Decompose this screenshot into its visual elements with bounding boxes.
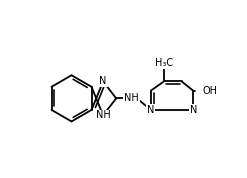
Text: NH: NH [96,110,110,120]
Text: OH: OH [203,86,217,96]
Text: N: N [99,76,107,87]
Text: N: N [147,105,155,115]
Text: NH: NH [124,93,139,103]
Text: H₃C: H₃C [155,58,173,68]
Text: N: N [189,105,197,115]
